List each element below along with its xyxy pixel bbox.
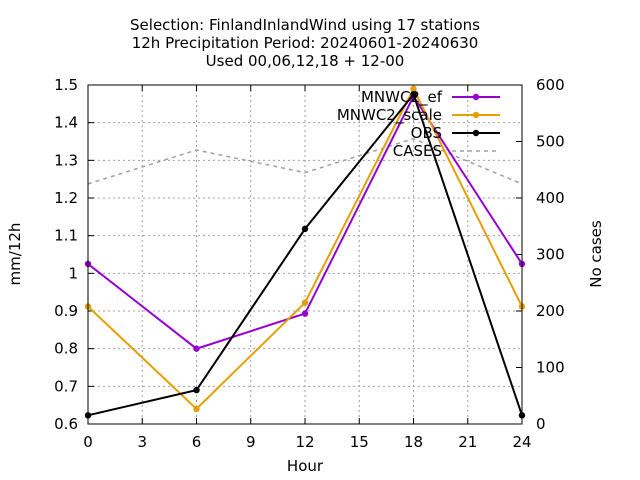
- legend-marker: [472, 111, 480, 119]
- y-axis-ticks: 0.6 0.7 0.8 0.9 1 1.1 1.2 1.3 1.4 1.5: [54, 76, 94, 433]
- y-tick-label: 1.3: [54, 151, 78, 169]
- y-tick-label: 1.1: [54, 227, 78, 245]
- y-axis-label: mm/12h: [6, 223, 24, 286]
- data-point: [193, 345, 200, 352]
- x-tick-label: 18: [404, 433, 423, 451]
- y-tick-label: 0.8: [54, 340, 78, 358]
- y2-tick-label: 500: [536, 133, 565, 151]
- y-tick-label: 0.6: [54, 415, 78, 433]
- data-point: [193, 386, 200, 394]
- legend-label: MNWC2_scale: [337, 106, 442, 125]
- title-line: Used 00,06,12,18 + 12-00: [206, 52, 405, 70]
- series-lines: [84, 85, 526, 419]
- y2-tick-label: 200: [536, 302, 565, 320]
- y2-tick-label: 600: [536, 76, 565, 94]
- x-axis-label: Hour: [287, 457, 324, 475]
- data-point: [301, 299, 309, 306]
- y-tick-label: 1.5: [54, 76, 78, 94]
- y-tick-label: 1.2: [54, 189, 78, 207]
- grid-lines: [88, 85, 522, 424]
- legend-marker: [472, 129, 480, 137]
- legend-label: CASES: [393, 142, 442, 160]
- x-tick-label: 0: [83, 433, 93, 451]
- y2-tick-label: 300: [536, 246, 565, 264]
- title-line: Selection: FinlandInlandWind using 17 st…: [130, 16, 480, 34]
- y2-axis-ticks: 0 100 200 300 400 500 600: [516, 76, 565, 433]
- y-tick-label: 1.4: [54, 114, 78, 132]
- x-tick-label: 15: [350, 433, 369, 451]
- x-axis-ticks: 0 3 6 9 12 15 18 21 24: [83, 85, 532, 451]
- data-point: [301, 310, 309, 317]
- y-tick-label: 0.9: [54, 302, 78, 320]
- y2-tick-label: 400: [536, 189, 565, 207]
- y-tick-label: 0.7: [54, 377, 78, 395]
- plot-frame: [87, 84, 523, 425]
- x-tick-label: 6: [192, 433, 202, 451]
- x-tick-label: 12: [295, 433, 314, 451]
- legend-label: MNWC2_ef: [361, 88, 443, 107]
- y2-tick-label: 0: [536, 415, 546, 433]
- y2-tick-label: 100: [536, 359, 565, 377]
- x-tick-label: 21: [458, 433, 477, 451]
- x-tick-label: 3: [137, 433, 147, 451]
- legend-label: OBS: [411, 124, 442, 142]
- data-point: [410, 85, 417, 92]
- y-tick-label: 1: [68, 264, 78, 282]
- legend-marker: [472, 93, 480, 101]
- x-tick-label: 9: [246, 433, 256, 451]
- title-line: 12h Precipitation Period: 20240601-20240…: [132, 34, 479, 52]
- y2-axis-label: No cases: [587, 220, 605, 288]
- data-point: [410, 91, 417, 98]
- chart-title: Selection: FinlandInlandWind using 17 st…: [130, 16, 480, 70]
- x-tick-label: 24: [512, 433, 531, 451]
- data-point: [301, 225, 309, 233]
- data-point: [193, 405, 200, 413]
